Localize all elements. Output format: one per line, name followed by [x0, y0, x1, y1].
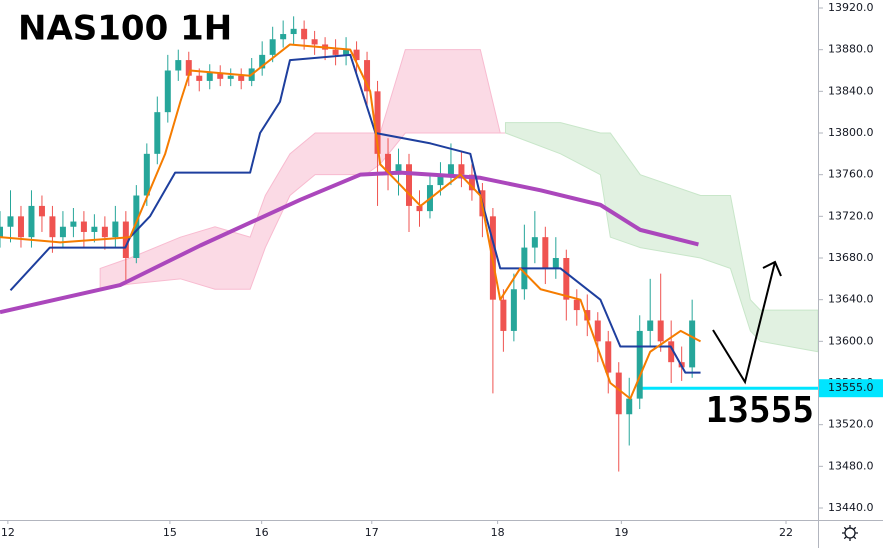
x-tick-label: 12 [1, 526, 15, 539]
candle-body [626, 398, 633, 415]
candle-body [49, 216, 56, 238]
level-label: 13555.0 [828, 381, 874, 394]
candle-body [133, 195, 140, 258]
y-tick-label: 13880.0 [828, 43, 874, 56]
candle-body [332, 49, 339, 55]
indicator-line [9, 53, 701, 374]
candle-body [80, 221, 87, 232]
candle-body [112, 221, 119, 238]
x-tick-label: 16 [255, 526, 269, 539]
candle-body [605, 341, 612, 373]
y-tick-label: 13440.0 [828, 501, 874, 514]
settings-icon[interactable] [842, 525, 858, 541]
indicator-line [0, 170, 699, 315]
candle-body [70, 221, 77, 227]
candle-body [500, 299, 507, 331]
plot-area [0, 16, 819, 472]
candle-body [143, 153, 150, 196]
y-tick-label: 13600.0 [828, 334, 874, 347]
candle-body [416, 205, 423, 212]
cloud [99, 49, 506, 290]
candle-body [175, 60, 182, 71]
candle-body [280, 34, 287, 40]
x-tick-label: 18 [491, 526, 505, 539]
candle-body [657, 320, 664, 342]
candle-body [406, 164, 412, 206]
candle-body [458, 164, 465, 175]
candle-body [468, 174, 475, 191]
x-tick-label: 19 [614, 526, 628, 539]
y-tick-label: 13680.0 [828, 251, 874, 264]
level-tag [819, 379, 883, 398]
candle-body [447, 164, 454, 175]
candle-body [668, 341, 675, 363]
x-tick-label: 15 [163, 526, 177, 539]
y-tick-label: 13800.0 [828, 126, 874, 139]
candle-body [615, 372, 622, 415]
candle-body [563, 258, 570, 300]
y-tick-label: 13920.0 [828, 1, 874, 14]
candle-body [364, 60, 371, 92]
y-tick-label: 13720.0 [828, 209, 874, 222]
y-tick-label: 13760.0 [828, 168, 874, 181]
y-tick-label: 13640.0 [828, 293, 874, 306]
candle-body [206, 72, 213, 81]
candle-body [584, 310, 591, 321]
y-tick-label: 13840.0 [828, 84, 874, 97]
candle-body [122, 221, 129, 258]
candle-body [0, 226, 3, 238]
arrow-head [762, 260, 782, 277]
candle-body [301, 28, 308, 40]
candle-body [259, 54, 266, 69]
candle-body [196, 75, 203, 81]
candle-body [395, 164, 402, 175]
candle-body [510, 289, 517, 331]
chart-title: NAS100 1H [18, 9, 232, 49]
candle-body [385, 153, 392, 175]
candle-body [689, 320, 696, 368]
y-tick-label: 13480.0 [828, 459, 874, 472]
candle-body [552, 258, 559, 269]
annotation: 13555 [706, 390, 814, 431]
candle-body [217, 72, 224, 79]
candle-body [227, 75, 234, 79]
candle-body [238, 75, 245, 81]
candle-body [594, 320, 601, 342]
x-tick-label: 22 [779, 526, 793, 539]
candle-body [542, 237, 549, 269]
indicator-line [0, 43, 702, 400]
candle-body [17, 216, 24, 238]
x-tick-label: 17 [365, 526, 379, 539]
candle-body [28, 205, 35, 238]
candle-body [38, 205, 45, 217]
candle-body [59, 226, 66, 238]
candle-body [531, 237, 538, 248]
candle-body [647, 320, 654, 331]
forecast-arrow [712, 261, 776, 385]
candle-body [101, 226, 108, 238]
candle-body [290, 28, 297, 35]
candle-body [437, 174, 444, 186]
candle-body [164, 70, 171, 113]
candle-body [374, 91, 381, 154]
candle-body [91, 226, 98, 232]
candle-body [269, 39, 276, 55]
y-tick-label: 13520.0 [828, 418, 874, 431]
candle-body [7, 216, 14, 227]
candle-body [573, 299, 580, 311]
candle-body [343, 49, 350, 55]
candle-body [154, 112, 161, 154]
candle-body [353, 49, 360, 61]
candle-body [636, 330, 643, 399]
candle-body [311, 39, 318, 45]
candle-body [185, 60, 192, 76]
